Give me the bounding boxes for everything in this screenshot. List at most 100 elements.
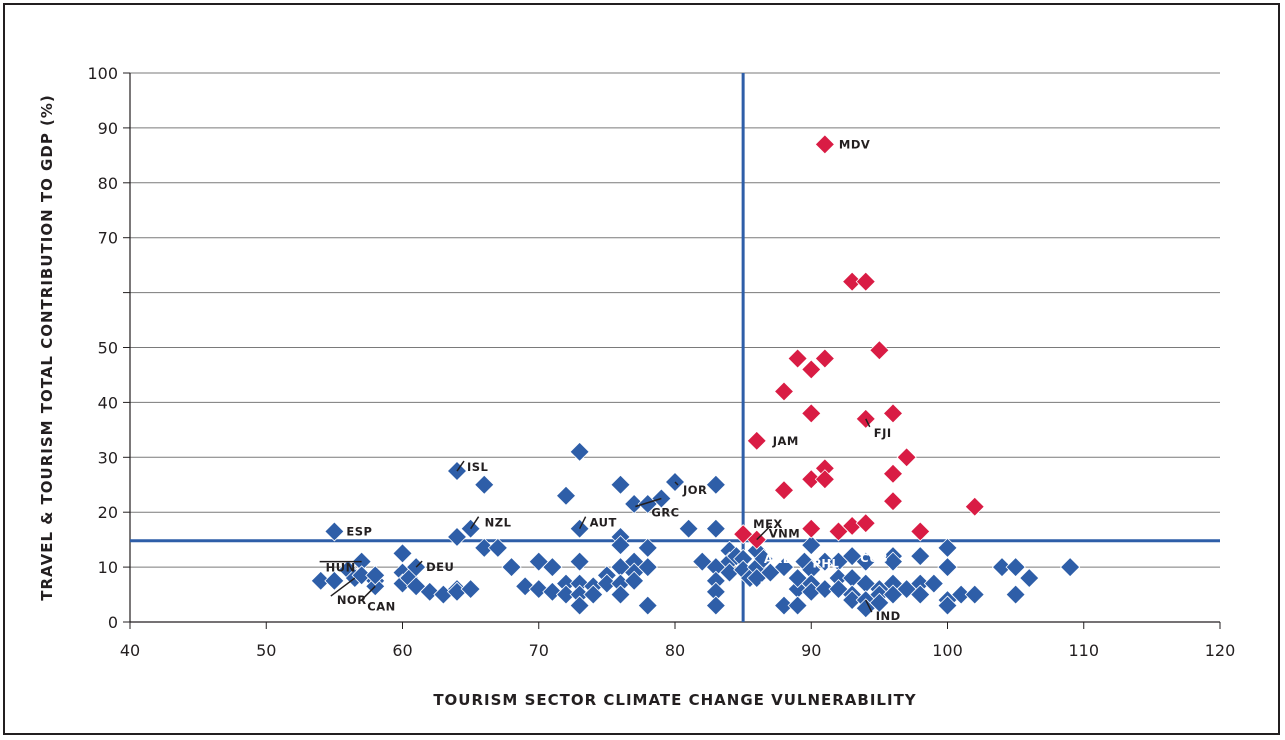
- data-point: [910, 584, 931, 605]
- x-tick-label: 90: [801, 641, 821, 660]
- data-point: [814, 348, 835, 369]
- data-point: [746, 430, 767, 451]
- data-point: [882, 491, 904, 512]
- x-tick-label: 80: [665, 641, 685, 660]
- data-point: [964, 584, 985, 605]
- data-point: [705, 518, 726, 539]
- data-point: [882, 463, 904, 484]
- point-label-esp: ESP: [346, 524, 372, 538]
- data-point: [773, 381, 795, 402]
- data-point: [937, 595, 958, 616]
- point-label-hun: HUN: [326, 561, 356, 575]
- data-point: [910, 546, 931, 567]
- x-tick-label: 40: [120, 641, 140, 660]
- data-point: [555, 584, 577, 605]
- point-label-zaf: ZAF: [760, 579, 787, 593]
- x-tick-label: 50: [256, 641, 276, 660]
- data-point: [991, 557, 1013, 578]
- point-label-vnm: VNM: [769, 527, 800, 541]
- data-point: [923, 573, 944, 594]
- label-leader-line: [456, 460, 465, 472]
- data-point: [801, 469, 822, 490]
- data-point: [365, 565, 386, 586]
- point-label-ind: IND: [876, 609, 901, 623]
- x-tick-label: 120: [1205, 641, 1236, 660]
- data-point: [814, 551, 835, 572]
- data-point: [392, 543, 413, 564]
- data-point: [324, 521, 345, 542]
- data-point: [964, 496, 985, 517]
- data-point: [910, 521, 931, 542]
- data-point: [324, 570, 345, 591]
- data-point: [515, 576, 536, 597]
- data-point: [801, 535, 822, 556]
- point-label-cub: CUB: [860, 551, 888, 565]
- y-axis-title: TRAVEL & TOURISM TOTAL CONTRIBUTION TO G…: [38, 94, 56, 601]
- data-point: [624, 493, 645, 515]
- data-point: [555, 485, 577, 506]
- y-tick-label: 70: [98, 229, 118, 248]
- label-leader-line: [470, 516, 480, 530]
- data-point: [569, 551, 590, 572]
- data-point: [1060, 557, 1081, 578]
- data-point: [1005, 584, 1026, 605]
- data-point: [869, 340, 890, 361]
- data-point: [1005, 557, 1026, 578]
- data-point: [773, 595, 795, 616]
- data-point: [528, 578, 549, 600]
- point-label-jor: JOR: [682, 483, 707, 497]
- y-tick-label: 90: [98, 119, 118, 138]
- point-label-jam: JAM: [772, 434, 799, 448]
- data-point: [446, 526, 468, 547]
- x-axis-title: TOURISM SECTOR CLIMATE CHANGE VULNERABIL…: [433, 691, 916, 709]
- label-leader-line: [674, 481, 679, 486]
- data-point: [855, 513, 876, 534]
- data-point: [937, 557, 958, 578]
- data-point: [787, 348, 808, 369]
- data-point: [610, 474, 631, 495]
- y-tick-label: 0: [108, 613, 118, 632]
- data-point: [610, 584, 631, 605]
- data-point: [705, 595, 726, 616]
- point-label-aut: AUT: [590, 516, 617, 530]
- y-tick-label: 40: [98, 393, 118, 412]
- data-point: [882, 551, 904, 572]
- data-point: [501, 557, 522, 578]
- label-leader-line: [865, 599, 873, 613]
- data-point: [801, 518, 822, 539]
- data-point: [487, 537, 508, 558]
- data-point: [773, 557, 795, 578]
- data-point: [637, 557, 658, 578]
- x-tick-label: 100: [932, 641, 963, 660]
- data-point: [705, 474, 726, 495]
- point-label-deu: DEU: [426, 560, 454, 574]
- label-leader-line: [330, 577, 356, 597]
- data-point: [624, 570, 645, 591]
- label-leader-line: [635, 497, 662, 508]
- data-point: [542, 581, 563, 602]
- point-label-fji: FJI: [874, 426, 892, 440]
- point-label-grc: GRC: [651, 505, 679, 519]
- point-label-mex: MEX: [753, 517, 783, 531]
- data-point: [951, 584, 972, 605]
- data-point: [596, 573, 617, 594]
- point-label-are: ARE: [764, 552, 791, 566]
- point-label-mdv: MDV: [839, 137, 870, 151]
- data-point: [460, 578, 481, 600]
- label-leader-line: [415, 560, 423, 568]
- data-point: [474, 537, 495, 558]
- label-leader-line: [865, 418, 871, 428]
- data-point: [801, 359, 822, 380]
- y-tick-label: 20: [98, 503, 118, 522]
- data-point: [569, 441, 590, 462]
- label-leader-line: [360, 585, 376, 601]
- point-label-phl: PHL: [812, 557, 839, 571]
- data-point: [896, 447, 917, 468]
- data-point: [814, 578, 835, 600]
- data-point: [773, 480, 795, 501]
- data-point: [787, 595, 808, 616]
- point-label-nzl: NZL: [485, 516, 512, 530]
- data-point: [882, 403, 904, 424]
